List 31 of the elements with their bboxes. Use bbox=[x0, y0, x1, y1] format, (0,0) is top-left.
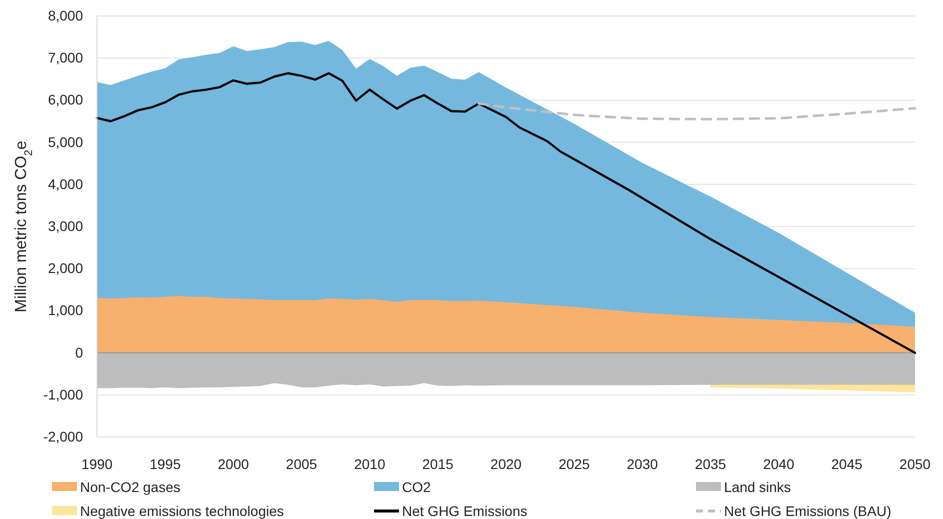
y-tick-label: 1,000 bbox=[48, 302, 84, 318]
legend-label: Net GHG Emissions bbox=[402, 503, 528, 519]
y-tick-label: 6,000 bbox=[48, 92, 84, 108]
y-tick-label: -1,000 bbox=[43, 386, 84, 402]
x-tick-label: 2035 bbox=[694, 456, 726, 472]
y-tick-label: 0 bbox=[75, 344, 84, 360]
x-tick-label: 1995 bbox=[150, 456, 181, 472]
x-tick-label: 2050 bbox=[899, 456, 931, 472]
legend-label: Net GHG Emissions (BAU) bbox=[724, 503, 892, 519]
y-tick-label: 3,000 bbox=[48, 218, 84, 234]
x-tick-label: 2030 bbox=[626, 456, 658, 472]
y-tick-label: 5,000 bbox=[48, 134, 84, 150]
x-tick-label: 2005 bbox=[286, 456, 318, 472]
x-tick-label: 2000 bbox=[218, 456, 250, 472]
x-tick-label: 2010 bbox=[354, 456, 386, 472]
x-tick-label: 2015 bbox=[422, 456, 454, 472]
y-tick-label: 8,000 bbox=[48, 7, 84, 24]
x-tick-label: 2040 bbox=[763, 456, 794, 472]
x-tick-label: 1990 bbox=[81, 456, 113, 472]
legend-label: Negative emissions technologies bbox=[80, 503, 284, 519]
x-tick-label: 2045 bbox=[831, 456, 863, 472]
y-tick-label: 7,000 bbox=[48, 50, 84, 66]
legend-label: CO2 bbox=[402, 479, 431, 495]
legend-label: Non-CO2 gases bbox=[80, 479, 180, 495]
line-series bbox=[477, 102, 916, 120]
x-tick-label: 2025 bbox=[558, 456, 590, 472]
y-tick-label: 4,000 bbox=[48, 176, 84, 192]
x-tick-label: 2020 bbox=[490, 456, 522, 472]
legend-label: Land sinks bbox=[724, 479, 791, 495]
y-tick-label: 2,000 bbox=[48, 260, 84, 276]
y-tick-label: -2,000 bbox=[43, 428, 84, 444]
